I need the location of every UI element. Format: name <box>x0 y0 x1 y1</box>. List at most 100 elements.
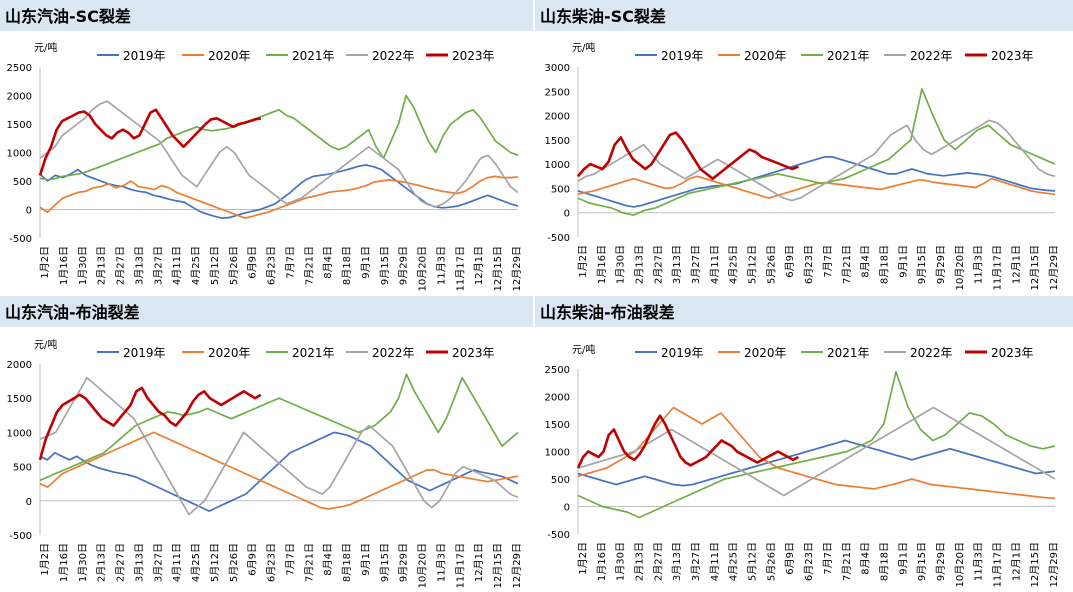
x-tick-label: 5月26日 <box>765 542 777 581</box>
series-line <box>39 376 519 516</box>
x-tick-label: 1月16日 <box>58 543 70 582</box>
x-tick-label: 5月26日 <box>228 246 240 285</box>
series-line <box>577 88 1056 216</box>
x-tick-label: 9月1日 <box>897 245 909 278</box>
y-tick-label: 0 <box>26 497 32 508</box>
x-tick-label: 12月29日 <box>1048 245 1060 290</box>
x-tick-label: 7月21日 <box>303 246 315 285</box>
x-tick-label: 12月15日 <box>492 543 504 588</box>
y-tick-label: 500 <box>13 177 32 188</box>
x-tick-label: 1月30日 <box>615 245 627 284</box>
x-tick-label: 4月25日 <box>190 543 202 582</box>
x-tick-label: 9月15日 <box>916 542 928 581</box>
x-tick-label: 8月4日 <box>322 246 334 279</box>
x-tick-label: 11月3日 <box>973 245 985 284</box>
x-tick-label: 7月7日 <box>284 543 296 576</box>
y-axis-label: 元/吨 <box>572 41 595 54</box>
y-tick-label: 0 <box>564 503 570 514</box>
series-line <box>38 108 262 176</box>
x-tick-label: 8月4日 <box>860 245 872 278</box>
x-tick-label: 8月4日 <box>860 542 872 575</box>
x-tick-label: 11月17日 <box>454 543 466 588</box>
legend-label: 2021年 <box>292 49 335 63</box>
legend-label: 2023年 <box>452 49 495 63</box>
y-tick-label: 500 <box>551 184 570 195</box>
panel-diesel-sc: 山东柴油-SC裂差 元/吨 3000 2500 2000 1500 1000 500 0 -50… <box>535 0 1073 294</box>
x-tick-label: 3月13日 <box>133 246 145 285</box>
x-tick-label: 5月12日 <box>747 245 759 284</box>
x-tick-label: 2月27日 <box>652 245 664 284</box>
x-tick-label: 7月21日 <box>303 543 315 582</box>
panel-diesel-brent: 山东柴油-布油裂差 元/吨 2500 2000 1500 1000 500 0 -500 1月2… <box>535 296 1073 592</box>
x-tick-label: 7月7日 <box>284 246 296 279</box>
legend-label: 2019年 <box>661 49 704 63</box>
x-tick-label: 1月2日 <box>577 245 589 278</box>
x-tick-label: 8月18日 <box>341 543 353 582</box>
x-tick-label: 9月15日 <box>916 245 928 284</box>
x-tick-label: 11月3日 <box>435 246 447 285</box>
x-tick-label: 7月21日 <box>841 245 853 284</box>
x-tick-label: 12月1日 <box>1010 245 1022 284</box>
y-tick-label: 500 <box>551 475 570 486</box>
legend-label: 2020年 <box>744 49 787 63</box>
legend-label: 2022年 <box>910 346 953 360</box>
x-tick-label: 2月27日 <box>652 542 664 581</box>
x-tick-label: 6月23日 <box>803 245 815 284</box>
y-tick-label: 2000 <box>545 112 570 123</box>
chart-title: 山东柴油-布油裂差 <box>540 303 675 322</box>
series-line <box>577 175 1056 199</box>
panel-header <box>535 0 1073 31</box>
x-tick-label: 1月16日 <box>596 245 608 284</box>
x-tick-label: 7月7日 <box>822 245 834 278</box>
x-tick-label: 4月11日 <box>171 543 183 582</box>
y-tick-label: 1500 <box>7 394 32 405</box>
x-tick-label: 2月13日 <box>96 246 108 285</box>
x-tick-label: 11月17日 <box>454 246 466 291</box>
x-tick-label: 10月20日 <box>954 245 966 290</box>
y-tick-label: 1500 <box>545 420 570 431</box>
x-tick-label: 1月30日 <box>77 543 89 582</box>
x-tick-label: 5月26日 <box>228 543 240 582</box>
panel-divider <box>533 0 535 592</box>
series-line <box>576 414 800 469</box>
legend-label: 2022年 <box>372 346 415 360</box>
y-tick-label: 500 <box>13 463 32 474</box>
series-line <box>577 439 1056 487</box>
x-tick-label: 2月13日 <box>96 543 108 582</box>
series-line <box>39 175 519 219</box>
x-tick-label: 8月18日 <box>878 245 890 284</box>
panel-header <box>0 0 533 31</box>
x-tick-label: 3月27日 <box>152 246 164 285</box>
x-tick-label: 1月30日 <box>77 246 89 285</box>
x-tick-label: 4月11日 <box>709 542 721 581</box>
x-tick-label: 2月13日 <box>634 245 646 284</box>
x-tick-label: 9月29日 <box>398 246 410 285</box>
legend-label: 2019年 <box>123 49 166 63</box>
legend-label: 2020年 <box>208 49 251 63</box>
y-tick-label: 0 <box>564 209 570 220</box>
x-tick-label: 12月29日 <box>511 246 523 291</box>
x-tick-label: 12月15日 <box>1029 245 1041 290</box>
x-tick-label: 6月23日 <box>266 246 278 285</box>
y-tick-label: -500 <box>547 530 570 541</box>
x-tick-label: 3月27日 <box>690 245 702 284</box>
series-line <box>577 131 799 180</box>
legend-label: 2020年 <box>744 346 787 360</box>
series-line <box>577 119 1056 202</box>
x-tick-label: 5月12日 <box>209 246 221 285</box>
y-axis-label: 元/吨 <box>34 41 57 54</box>
legend-label: 2022年 <box>372 49 415 63</box>
x-tick-label: 2月13日 <box>634 542 646 581</box>
x-tick-label: 1月30日 <box>615 542 627 581</box>
series-line <box>577 370 1056 519</box>
x-tick-label: 9月15日 <box>379 543 391 582</box>
x-tick-label: 9月29日 <box>935 245 947 284</box>
x-tick-label: 6月23日 <box>803 542 815 581</box>
x-tick-label: 12月29日 <box>511 543 523 588</box>
y-tick-label: 1000 <box>7 428 32 439</box>
x-tick-label: 5月12日 <box>209 543 221 582</box>
x-tick-label: 12月1日 <box>473 246 485 285</box>
x-tick-label: 2月27日 <box>115 543 127 582</box>
